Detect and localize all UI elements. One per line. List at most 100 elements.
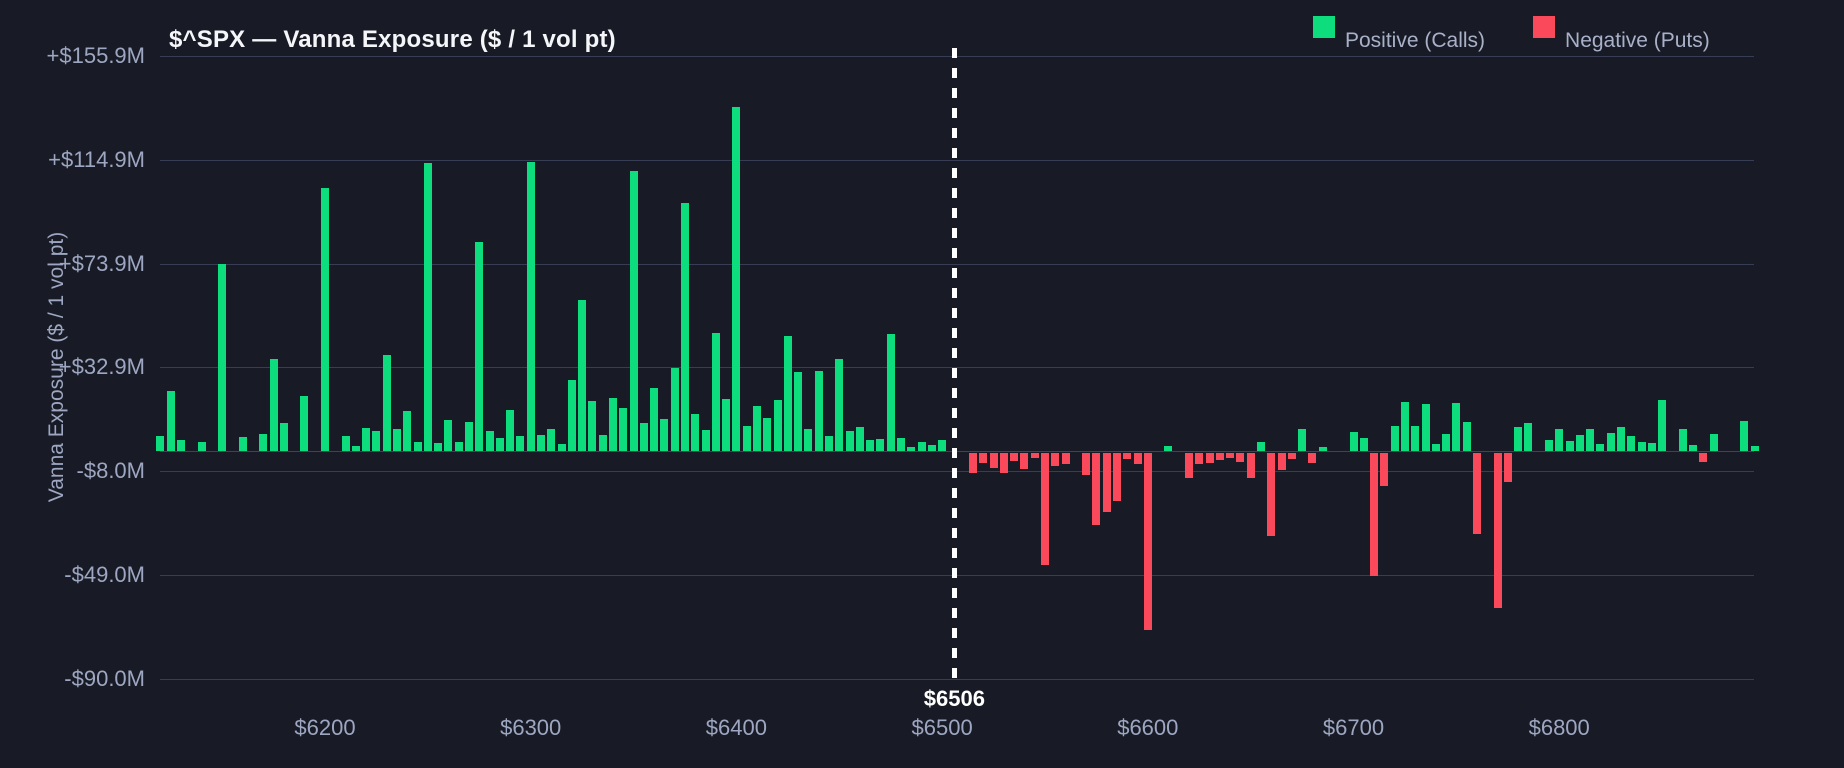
vanna-bar-6875[interactable] xyxy=(1709,434,1718,451)
vanna-bar-6120[interactable] xyxy=(156,435,165,451)
vanna-bar-6295[interactable] xyxy=(516,436,525,451)
vanna-bar-6385[interactable] xyxy=(701,429,710,451)
vanna-bar-6425[interactable] xyxy=(783,336,792,451)
vanna-bar-6525[interactable] xyxy=(989,452,998,468)
vanna-bar-6590[interactable] xyxy=(1123,452,1132,460)
vanna-bar-6825[interactable] xyxy=(1606,433,1615,451)
vanna-bar-6610[interactable] xyxy=(1164,445,1173,451)
vanna-bar-6380[interactable] xyxy=(691,414,700,451)
vanna-bar-6865[interactable] xyxy=(1688,445,1697,451)
vanna-bar-6290[interactable] xyxy=(506,409,515,451)
vanna-bar-6275[interactable] xyxy=(475,241,484,451)
vanna-bar-6350[interactable] xyxy=(629,171,638,451)
vanna-bar-6410[interactable] xyxy=(753,406,761,451)
legend-item-negative[interactable]: Negative (Puts) xyxy=(1533,16,1710,53)
vanna-bar-6805[interactable] xyxy=(1565,440,1574,451)
vanna-bar-6685[interactable] xyxy=(1318,447,1327,451)
vanna-bar-6530[interactable] xyxy=(999,452,1008,473)
vanna-bar-6500[interactable] xyxy=(938,440,947,451)
vanna-bar-6730[interactable] xyxy=(1411,425,1420,451)
vanna-bar-6415[interactable] xyxy=(763,418,772,451)
vanna-bar-6620[interactable] xyxy=(1184,452,1193,479)
vanna-bar-6245[interactable] xyxy=(413,442,422,451)
vanna-bar-6720[interactable] xyxy=(1390,425,1399,451)
vanna-bar-6495[interactable] xyxy=(927,445,936,451)
vanna-bar-6450[interactable] xyxy=(835,358,844,451)
vanna-bar-6260[interactable] xyxy=(444,419,453,451)
vanna-bar-6750[interactable] xyxy=(1452,402,1461,451)
vanna-bar-6585[interactable] xyxy=(1112,452,1121,501)
vanna-bar-6460[interactable] xyxy=(855,427,864,451)
vanna-bar-6150[interactable] xyxy=(218,264,227,451)
vanna-bar-6550[interactable] xyxy=(1040,452,1049,565)
vanna-bar-6360[interactable] xyxy=(650,388,659,451)
vanna-bar-6255[interactable] xyxy=(434,443,443,451)
vanna-bar-6680[interactable] xyxy=(1308,452,1317,463)
vanna-bar-6215[interactable] xyxy=(351,445,360,451)
vanna-bar-6705[interactable] xyxy=(1359,438,1368,451)
vanna-bar-6210[interactable] xyxy=(341,436,350,451)
vanna-bar-6445[interactable] xyxy=(825,435,833,451)
vanna-bar-6175[interactable] xyxy=(269,358,278,451)
vanna-bar-6330[interactable] xyxy=(588,400,597,451)
vanna-bar-6375[interactable] xyxy=(681,203,689,451)
vanna-bar-6555[interactable] xyxy=(1051,452,1060,467)
vanna-bar-6820[interactable] xyxy=(1596,444,1605,451)
vanna-bar-6230[interactable] xyxy=(382,354,391,451)
vanna-bar-6760[interactable] xyxy=(1472,452,1481,534)
vanna-bar-6780[interactable] xyxy=(1514,426,1523,451)
vanna-bar-6710[interactable] xyxy=(1370,452,1379,577)
vanna-bar-6650[interactable] xyxy=(1246,452,1255,479)
vanna-bar-6745[interactable] xyxy=(1442,434,1451,451)
vanna-bar-6700[interactable] xyxy=(1349,431,1358,451)
vanna-bar-6725[interactable] xyxy=(1400,401,1409,451)
vanna-bar-6540[interactable] xyxy=(1020,452,1029,470)
vanna-bar-6130[interactable] xyxy=(177,440,185,451)
vanna-bar-6280[interactable] xyxy=(485,430,494,451)
vanna-bar-6860[interactable] xyxy=(1678,428,1687,451)
vanna-bar-6675[interactable] xyxy=(1298,428,1307,451)
vanna-bar-6355[interactable] xyxy=(639,422,648,451)
vanna-bar-6595[interactable] xyxy=(1133,452,1142,465)
vanna-bar-6840[interactable] xyxy=(1637,441,1646,451)
vanna-bar-6140[interactable] xyxy=(197,442,206,451)
vanna-bar-6190[interactable] xyxy=(300,395,309,451)
vanna-bar-6180[interactable] xyxy=(279,422,288,451)
vanna-bar-6265[interactable] xyxy=(454,441,463,451)
vanna-bar-6310[interactable] xyxy=(547,429,556,451)
vanna-bar-6870[interactable] xyxy=(1699,452,1708,462)
vanna-bar-6520[interactable] xyxy=(979,452,988,464)
vanna-bar-6320[interactable] xyxy=(567,379,576,451)
vanna-bar-6440[interactable] xyxy=(814,371,823,451)
vanna-bar-6545[interactable] xyxy=(1030,452,1039,458)
vanna-bar-6325[interactable] xyxy=(578,300,587,451)
vanna-bar-6810[interactable] xyxy=(1575,435,1584,451)
vanna-bar-6470[interactable] xyxy=(876,439,885,451)
vanna-bar-6850[interactable] xyxy=(1658,399,1666,451)
vanna-bar-6580[interactable] xyxy=(1102,452,1111,513)
vanna-bar-6250[interactable] xyxy=(423,163,432,451)
vanna-bar-6845[interactable] xyxy=(1647,443,1656,451)
vanna-bar-6635[interactable] xyxy=(1215,452,1224,461)
vanna-bar-6340[interactable] xyxy=(609,398,617,451)
vanna-bar-6405[interactable] xyxy=(742,426,751,451)
vanna-bar-6890[interactable] xyxy=(1740,420,1749,451)
vanna-bar-6735[interactable] xyxy=(1421,403,1430,451)
vanna-bar-6345[interactable] xyxy=(619,408,628,451)
vanna-bar-6480[interactable] xyxy=(897,438,905,451)
vanna-bar-6200[interactable] xyxy=(321,188,329,451)
vanna-bar-6600[interactable] xyxy=(1143,452,1152,630)
vanna-bar-6240[interactable] xyxy=(403,410,412,451)
vanna-bar-6535[interactable] xyxy=(1010,452,1019,462)
vanna-bar-6400[interactable] xyxy=(732,107,741,451)
vanna-bar-6800[interactable] xyxy=(1555,429,1564,451)
legend-item-positive[interactable]: Positive (Calls) xyxy=(1313,16,1485,53)
vanna-bar-6235[interactable] xyxy=(393,429,401,451)
vanna-bar-6830[interactable] xyxy=(1616,427,1625,451)
vanna-bar-6225[interactable] xyxy=(372,431,381,451)
vanna-bar-6630[interactable] xyxy=(1205,452,1214,463)
vanna-bar-6490[interactable] xyxy=(917,441,926,451)
vanna-bar-6560[interactable] xyxy=(1061,452,1070,465)
vanna-bar-6125[interactable] xyxy=(166,390,175,451)
vanna-bar-6625[interactable] xyxy=(1195,452,1204,465)
